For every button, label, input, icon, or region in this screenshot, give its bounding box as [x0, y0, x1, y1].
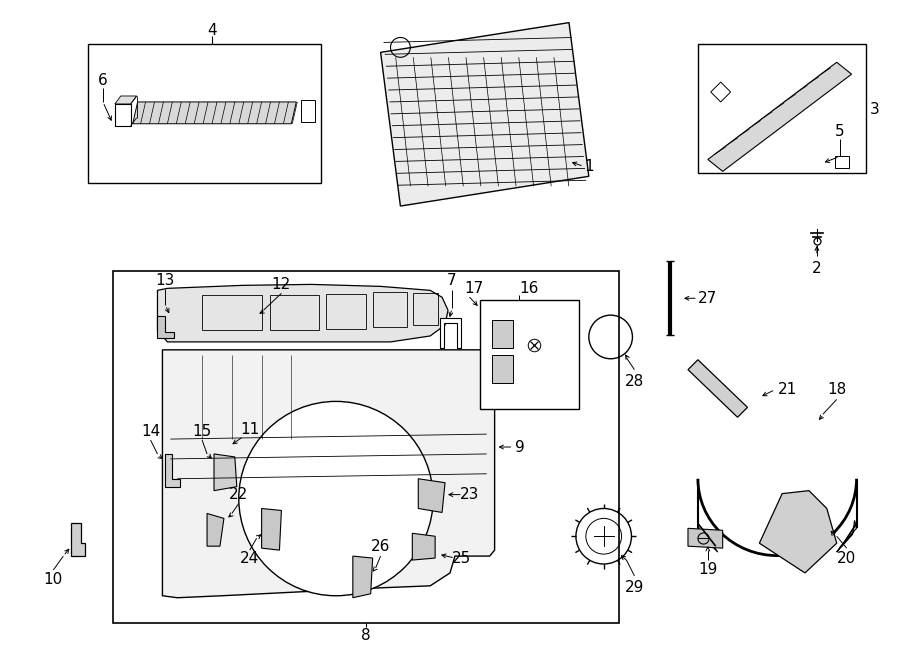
Text: 2: 2 [812, 261, 822, 276]
Text: 22: 22 [230, 487, 248, 502]
Bar [202, 295, 262, 330]
Polygon shape [115, 96, 137, 104]
Polygon shape [688, 528, 723, 548]
Text: 27: 27 [698, 291, 717, 306]
Polygon shape [353, 556, 373, 598]
Polygon shape [440, 318, 461, 348]
Polygon shape [158, 284, 448, 342]
Text: 14: 14 [141, 424, 160, 439]
Polygon shape [381, 22, 589, 206]
Bar [480, 300, 579, 409]
Text: 17: 17 [464, 281, 483, 296]
Text: 21: 21 [778, 382, 796, 397]
Text: 16: 16 [519, 281, 539, 296]
Circle shape [238, 401, 433, 596]
Text: 18: 18 [827, 382, 846, 397]
Bar [112, 270, 618, 623]
Text: 23: 23 [460, 487, 480, 502]
Text: 10: 10 [44, 572, 63, 588]
Polygon shape [707, 62, 851, 171]
Polygon shape [207, 514, 224, 546]
Polygon shape [162, 350, 495, 598]
Text: 13: 13 [156, 273, 176, 288]
Polygon shape [837, 520, 857, 552]
Polygon shape [711, 82, 731, 102]
Bar [698, 44, 867, 173]
Text: 7: 7 [447, 273, 457, 288]
Bar [269, 295, 319, 330]
Polygon shape [412, 533, 435, 560]
Text: 11: 11 [240, 422, 259, 437]
Bar [413, 293, 438, 325]
Polygon shape [214, 454, 237, 490]
Text: 25: 25 [453, 551, 472, 566]
Text: 5: 5 [835, 124, 844, 139]
Bar [326, 294, 365, 329]
Polygon shape [158, 316, 175, 338]
Text: 24: 24 [240, 551, 259, 566]
Polygon shape [418, 479, 445, 512]
Polygon shape [115, 104, 130, 126]
Bar [491, 320, 514, 348]
Bar [491, 355, 514, 383]
Text: 20: 20 [837, 551, 856, 566]
Polygon shape [166, 454, 180, 486]
Polygon shape [760, 490, 837, 573]
Polygon shape [71, 524, 86, 556]
Text: 29: 29 [625, 580, 644, 596]
Text: 26: 26 [371, 539, 391, 554]
Text: 28: 28 [625, 374, 644, 389]
Text: 6: 6 [98, 73, 108, 88]
Bar [373, 292, 408, 327]
Polygon shape [302, 100, 315, 122]
Text: 8: 8 [361, 628, 371, 643]
Text: 9: 9 [515, 440, 525, 455]
Polygon shape [262, 508, 282, 550]
Polygon shape [132, 102, 296, 124]
Text: 3: 3 [869, 102, 879, 118]
Text: 19: 19 [698, 563, 717, 578]
Polygon shape [688, 360, 748, 417]
Bar [88, 44, 321, 183]
Text: 4: 4 [207, 23, 217, 38]
Text: 12: 12 [272, 277, 291, 292]
Polygon shape [834, 157, 849, 169]
Text: 15: 15 [193, 424, 212, 439]
Polygon shape [698, 520, 717, 552]
Text: 1: 1 [584, 159, 594, 174]
